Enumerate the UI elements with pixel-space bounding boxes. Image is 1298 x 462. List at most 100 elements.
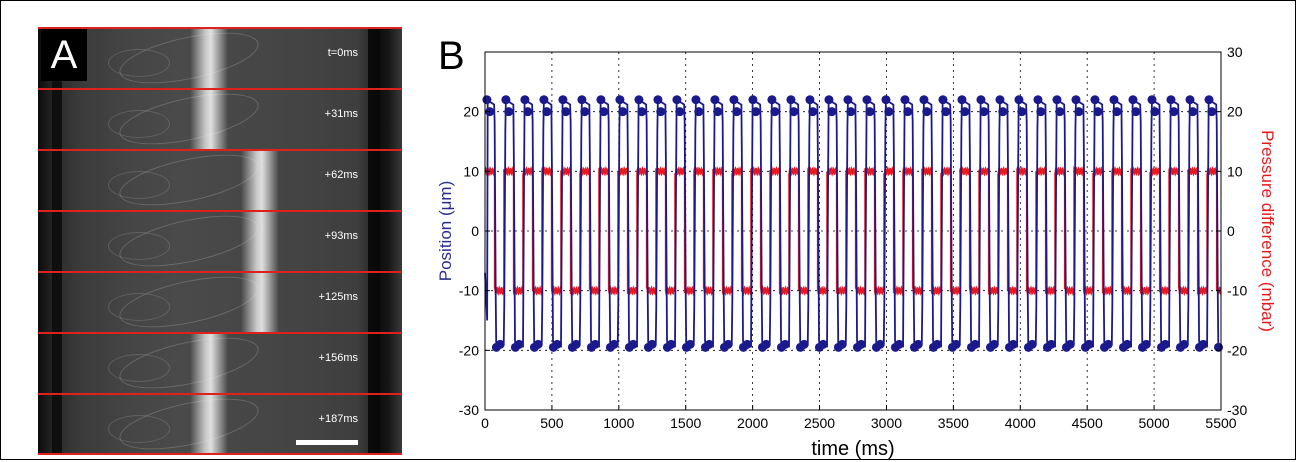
position-marker xyxy=(495,339,505,349)
y-tick-label-right: -10 xyxy=(1227,283,1247,299)
position-marker xyxy=(1169,107,1179,117)
position-marker xyxy=(1207,107,1217,117)
x-tick-label: 5000 xyxy=(1139,415,1170,431)
channel-wall-left xyxy=(52,334,62,393)
position-marker xyxy=(685,339,695,349)
interface-band xyxy=(190,334,229,393)
channel-wall-right xyxy=(368,395,380,455)
position-marker xyxy=(596,95,606,105)
position-marker xyxy=(723,339,733,349)
cell-outline xyxy=(108,171,170,199)
interface-band xyxy=(190,29,229,88)
position-marker xyxy=(580,107,590,117)
position-marker xyxy=(786,95,796,105)
channel-wall-left xyxy=(52,395,62,455)
channel-wall-left xyxy=(52,212,62,271)
interface-band xyxy=(190,395,229,455)
position-marker xyxy=(837,339,847,349)
position-marker xyxy=(1046,339,1056,349)
position-marker xyxy=(767,95,777,105)
position-marker xyxy=(1027,339,1037,349)
panel-b-letter: B xyxy=(438,34,465,78)
position-marker xyxy=(1131,107,1141,117)
interface-band xyxy=(241,151,280,210)
position-marker xyxy=(504,107,514,117)
position-marker xyxy=(656,107,666,117)
position-marker xyxy=(913,339,923,349)
position-marker xyxy=(634,95,644,105)
position-marker xyxy=(599,107,609,117)
position-marker xyxy=(691,95,701,105)
position-marker xyxy=(1185,95,1195,105)
x-tick-label: 1000 xyxy=(603,415,634,431)
x-tick-label: 500 xyxy=(540,415,564,431)
interface-band xyxy=(241,212,280,271)
position-marker xyxy=(976,95,986,105)
position-marker xyxy=(919,95,929,105)
position-marker xyxy=(482,95,492,105)
pressure-series-line xyxy=(484,165,1222,297)
position-marker xyxy=(609,339,619,349)
position-marker xyxy=(941,107,951,117)
position-marker xyxy=(938,95,948,105)
x-tick-label: 1500 xyxy=(670,415,701,431)
channel-wall-left xyxy=(52,151,62,210)
position-marker xyxy=(862,95,872,105)
panel-a-letter: A xyxy=(41,29,87,81)
x-tick-label: 4000 xyxy=(1005,415,1036,431)
position-marker xyxy=(979,107,989,117)
y-tick-label-right: 10 xyxy=(1227,163,1243,179)
position-marker xyxy=(1071,95,1081,105)
position-marker xyxy=(808,107,818,117)
channel-wall-right xyxy=(368,334,380,393)
position-marker xyxy=(1204,95,1214,105)
position-marker xyxy=(1084,339,1094,349)
position-marker xyxy=(903,107,913,117)
position-marker xyxy=(1179,339,1189,349)
position-marker xyxy=(894,339,904,349)
position-marker xyxy=(558,95,568,105)
position-marker xyxy=(1008,339,1018,349)
position-marker xyxy=(523,107,533,117)
position-marker xyxy=(1150,107,1160,117)
position-marker xyxy=(951,339,961,349)
frame-time-label: +125ms xyxy=(318,291,358,303)
x-tick-label: 5500 xyxy=(1205,415,1236,431)
position-marker xyxy=(732,107,742,117)
y-tick-label-right: 30 xyxy=(1227,44,1243,60)
y-tick-label-right: -30 xyxy=(1227,402,1247,418)
position-marker xyxy=(770,107,780,117)
frame-time-label: +62ms xyxy=(324,169,358,181)
position-marker xyxy=(552,339,562,349)
position-marker xyxy=(960,107,970,117)
channel-wall-left xyxy=(52,273,62,332)
position-marker xyxy=(1065,339,1075,349)
position-marker xyxy=(865,107,875,117)
position-marker xyxy=(577,95,587,105)
position-marker xyxy=(1122,339,1132,349)
position-marker xyxy=(571,339,581,349)
position-marker xyxy=(970,339,980,349)
position-marker xyxy=(514,339,524,349)
channel-wall-right xyxy=(368,90,380,149)
position-marker xyxy=(843,95,853,105)
y-tick-label-left: 10 xyxy=(463,163,479,179)
position-marker xyxy=(998,107,1008,117)
position-marker xyxy=(1128,95,1138,105)
interface-band xyxy=(190,90,229,149)
frame-time-label: t=0ms xyxy=(327,47,358,59)
position-marker xyxy=(748,95,758,105)
position-marker xyxy=(742,339,752,349)
x-tick-label: 4500 xyxy=(1072,415,1103,431)
position-marker xyxy=(1014,95,1024,105)
position-marker xyxy=(1112,107,1122,117)
x-tick-label: 2000 xyxy=(737,415,768,431)
position-marker xyxy=(710,95,720,105)
position-marker xyxy=(561,107,571,117)
interface-band xyxy=(241,273,280,332)
position-marker xyxy=(856,339,866,349)
x-tick-label: 3000 xyxy=(871,415,902,431)
position-marker xyxy=(799,339,809,349)
position-marker xyxy=(1036,107,1046,117)
